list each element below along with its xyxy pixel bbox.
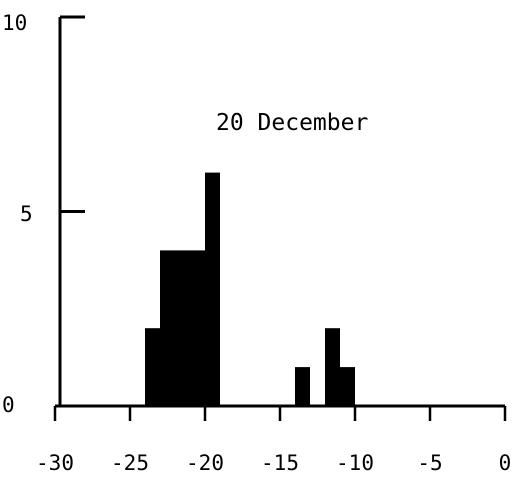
x-tick-label-4: -10 bbox=[336, 451, 374, 475]
bar-1 bbox=[160, 250, 175, 406]
bars bbox=[145, 172, 355, 406]
ticks: -30 -25 -20 -15 -10 -5 0 0 5 10 bbox=[2, 11, 511, 475]
x-tick-label-1: -25 bbox=[111, 451, 149, 475]
bar-0 bbox=[145, 328, 160, 406]
bar-4 bbox=[205, 172, 220, 406]
x-tick-label-2: -20 bbox=[186, 451, 224, 475]
y-tick-label-1: 5 bbox=[20, 202, 33, 226]
axes bbox=[55, 17, 505, 408]
chart-annotation: 20 December bbox=[216, 110, 368, 136]
x-tick-label-3: -15 bbox=[261, 451, 299, 475]
y-tick-label-0: 0 bbox=[2, 393, 15, 417]
x-tick-label-6: 0 bbox=[499, 451, 512, 475]
y-tick-label-2: 10 bbox=[2, 11, 27, 35]
bar-6 bbox=[325, 328, 340, 406]
bar-3 bbox=[190, 250, 205, 406]
x-tick-label-5: -5 bbox=[417, 451, 442, 475]
bar-5 bbox=[295, 367, 310, 406]
x-tick-label-0: -30 bbox=[36, 451, 74, 475]
bar-2 bbox=[175, 250, 190, 406]
bar-7 bbox=[340, 367, 355, 406]
